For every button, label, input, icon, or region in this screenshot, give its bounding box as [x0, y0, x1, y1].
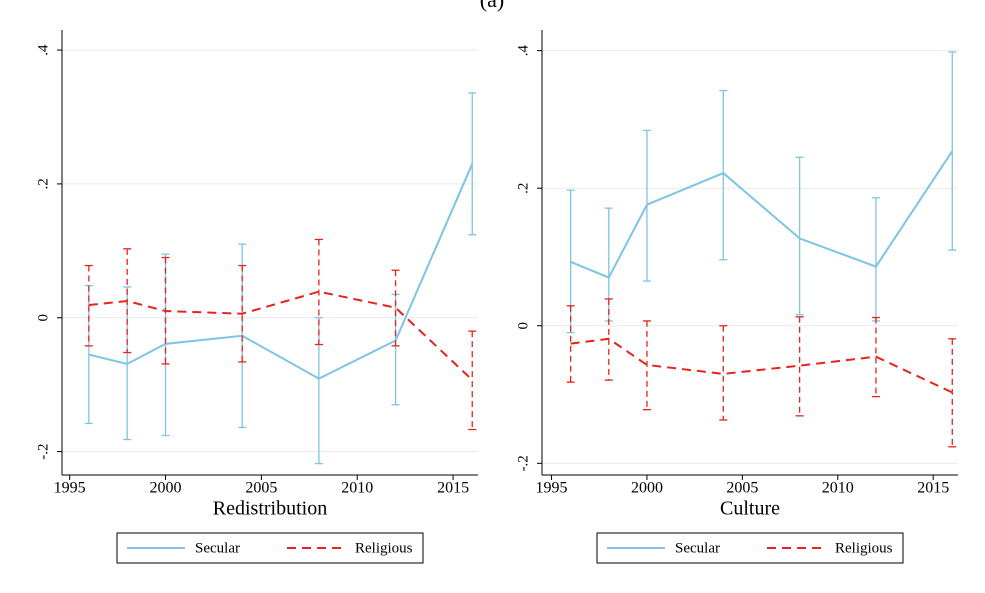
error-bar: [642, 320, 651, 411]
error-bar: [566, 305, 575, 383]
y-tick-label: -.2: [35, 443, 51, 459]
y-tick-label: 0: [35, 314, 51, 322]
x-tick-label: 2005: [726, 480, 758, 497]
legend-label: Secular: [675, 540, 720, 556]
y-tick-label: .2: [515, 183, 531, 194]
error-bar: [314, 238, 323, 346]
error-bar: [795, 316, 804, 417]
error-bar: [871, 316, 880, 398]
error-bar: [719, 89, 728, 261]
x-tick-label: 2000: [150, 480, 182, 497]
x-tick-label: 1995: [54, 480, 86, 497]
error-bar: [948, 338, 957, 448]
x-tick-label: 2015: [917, 480, 949, 497]
x-tick-label: 2010: [822, 480, 854, 497]
y-tick-label: .2: [35, 178, 51, 189]
error-bar: [719, 325, 728, 421]
legend-label: Religious: [835, 540, 893, 556]
error-bar: [468, 330, 477, 431]
error-bar: [238, 264, 247, 363]
x-tick-label: 2015: [437, 480, 469, 497]
legend-box: [596, 532, 904, 564]
x-tick-label: 2000: [631, 480, 663, 497]
y-tick-label: .4: [515, 45, 531, 57]
error-bar: [795, 156, 804, 316]
figure-title: (a): [480, 0, 504, 12]
x-axis-title: Culture: [720, 498, 780, 520]
y-tick-label: -.2: [515, 455, 531, 471]
series-line: [88, 290, 473, 381]
series-line: [570, 337, 953, 394]
legend-label: Secular: [195, 540, 240, 556]
y-tick-label: 0: [515, 322, 531, 330]
y-tick-label: .4: [35, 44, 51, 56]
x-tick-label: 2010: [341, 480, 373, 497]
error-bar: [84, 264, 93, 347]
x-tick-label: 2005: [245, 480, 277, 497]
legend-label: Religious: [355, 540, 413, 556]
x-axis-title: Redistribution: [213, 498, 327, 520]
series-line: [570, 150, 954, 279]
x-tick-label: 1995: [536, 480, 568, 497]
error-bar: [391, 269, 400, 347]
